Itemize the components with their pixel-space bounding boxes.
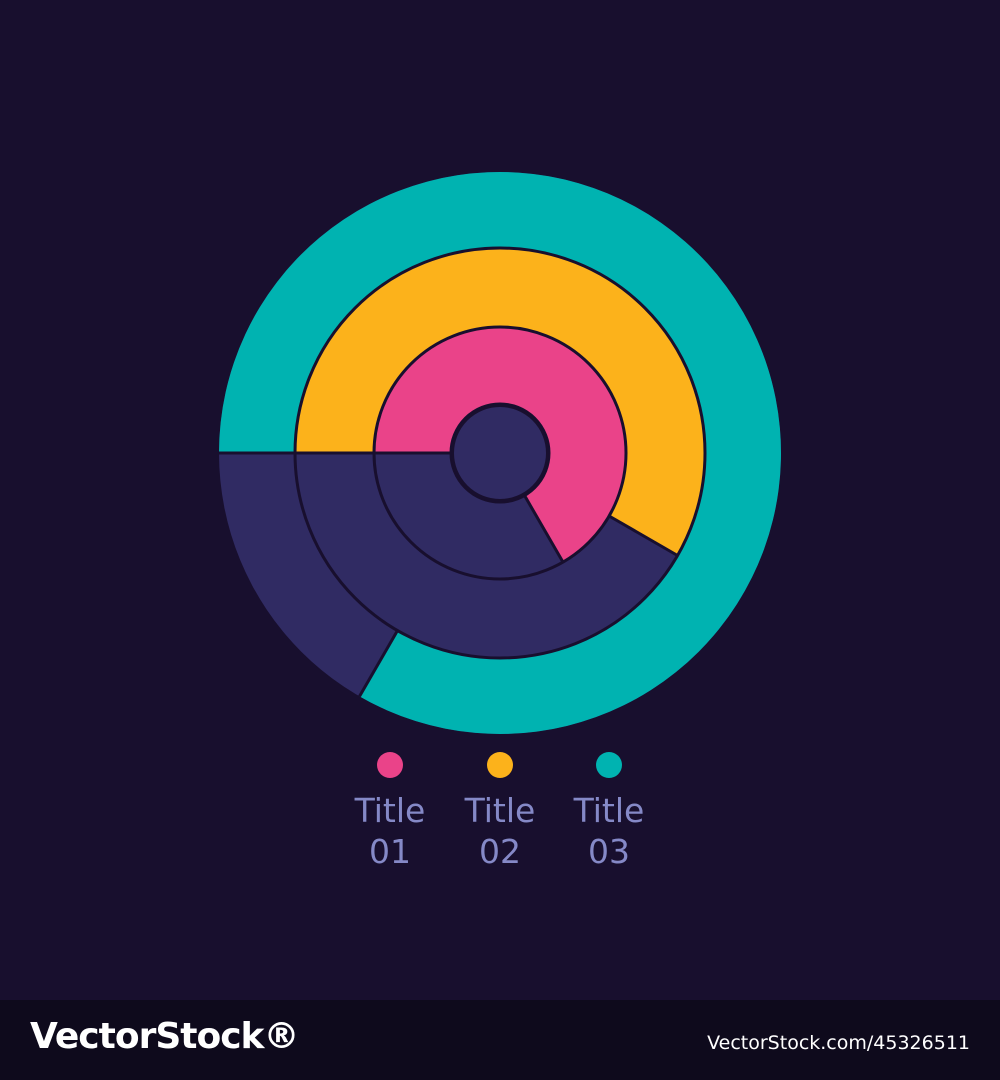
radial-separator-3 <box>608 514 679 557</box>
legend: Title 01 Title 02 Title 03 <box>0 752 1000 882</box>
legend-dot-3 <box>596 752 622 778</box>
footer-bar: VectorStock® VectorStock.com/45326511 <box>0 1000 1000 1080</box>
legend-item-3: Title 03 <box>554 752 664 872</box>
legend-label-1-title: Title <box>354 791 426 830</box>
legend-item-2: Title 02 <box>445 752 555 872</box>
legend-label-1-number: 01 <box>369 832 411 871</box>
legend-item-1: Title 01 <box>335 752 445 872</box>
arc-inner <box>374 327 626 563</box>
legend-label-3: Title 03 <box>554 790 664 872</box>
legend-dot-2 <box>487 752 513 778</box>
legend-dot-1 <box>377 752 403 778</box>
radial-separator-4 <box>358 629 399 698</box>
legend-label-2-number: 02 <box>479 832 521 871</box>
image-id-text: VectorStock.com/45326511 <box>707 1032 970 1054</box>
chart-area <box>219 171 782 735</box>
legend-label-2: Title 02 <box>445 790 555 872</box>
radial-chart <box>219 171 782 735</box>
legend-label-3-title: Title <box>573 791 645 830</box>
legend-label-1: Title 01 <box>335 790 445 872</box>
center-hole <box>451 404 549 502</box>
arc-middle <box>295 248 706 556</box>
legend-label-3-number: 03 <box>588 832 630 871</box>
radial-separator-2 <box>523 494 565 563</box>
legend-label-2-title: Title <box>464 791 536 830</box>
vectorstock-logo: VectorStock® <box>30 1016 299 1057</box>
